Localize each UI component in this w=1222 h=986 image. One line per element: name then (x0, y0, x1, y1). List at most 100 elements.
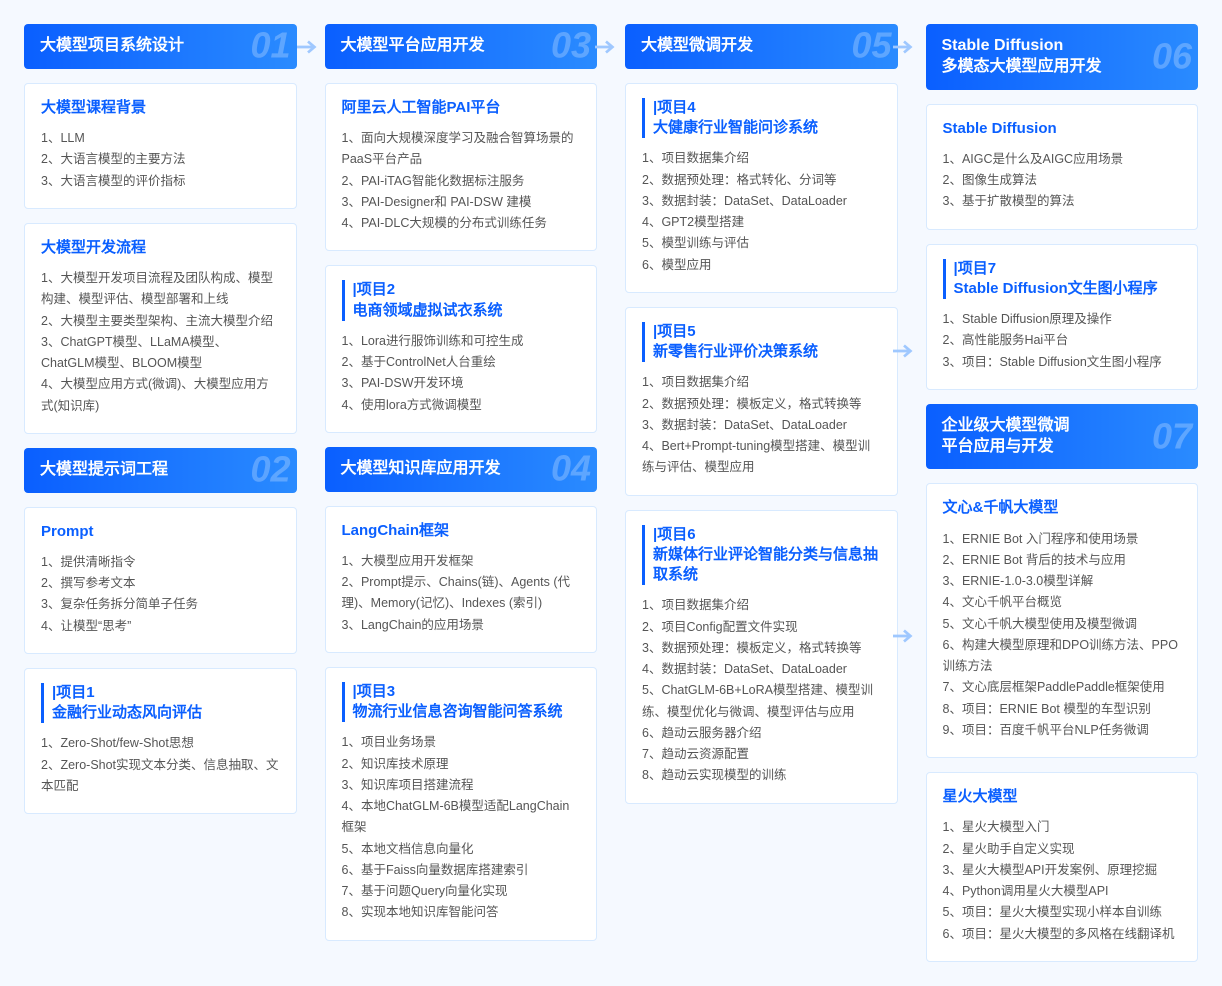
arrow-right-icon (297, 40, 319, 54)
list-item: 5、项目：星火大模型实现小样本自训练 (943, 902, 1182, 923)
list-item: 6、基于Faiss向量数据库搭建索引 (342, 860, 581, 881)
arrow-right-icon (893, 344, 915, 358)
list-item: 3、ChatGPT模型、LLaMA模型、ChatGLM模型、BLOOM模型 (41, 332, 280, 375)
list-item: 1、项目数据集介绍 (642, 595, 881, 616)
list-item: 6、趋动云服务器介绍 (642, 723, 881, 744)
list-item: 2、PAI-iTAG智能化数据标注服务 (342, 171, 581, 192)
list-item: 1、星火大模型入门 (943, 817, 1182, 838)
list-item: 1、项目数据集介绍 (642, 372, 881, 393)
list-item: 2、大语言模型的主要方法 (41, 149, 280, 170)
stage-header-03: 大模型平台应用开发 03 (325, 24, 598, 69)
list-item: 4、本地ChatGLM-6B模型适配LangChain框架 (342, 796, 581, 839)
arrow-right-icon (893, 40, 915, 54)
list-item: 5、模型训练与评估 (642, 233, 881, 254)
card-c04b: |项目3物流行业信息咨询智能问答系统 1、项目业务场景2、知识库技术原理3、知识… (325, 667, 598, 941)
list-item: 2、Prompt提示、Chains(链)、Agents (代理)、Memory(… (342, 572, 581, 615)
card-title: Prompt (41, 522, 280, 542)
list-item: 3、ERNIE-1.0-3.0模型详解 (943, 571, 1182, 592)
list-item: 3、星火大模型API开发案例、原理挖掘 (943, 860, 1182, 881)
card-list: 1、项目数据集介绍2、数据预处理：模板定义，格式转换等3、数据封装：DataSe… (642, 372, 881, 478)
list-item: 9、项目：百度千帆平台NLP任务微调 (943, 720, 1182, 741)
stage-number: 02 (250, 448, 290, 493)
list-item: 1、大模型开发项目流程及团队构成、模型构建、模型评估、模型部署和上线 (41, 268, 280, 311)
list-item: 3、复杂任务拆分简单子任务 (41, 594, 280, 615)
list-item: 4、Bert+Prompt-tuning模型搭建、模型训练与评估、模型应用 (642, 436, 881, 479)
list-item: 8、实现本地知识库智能问答 (342, 902, 581, 923)
list-item: 2、项目Config配置文件实现 (642, 617, 881, 638)
stage-number: 06 (1152, 33, 1192, 80)
arrow-right-icon (893, 629, 915, 643)
card-c01b: 大模型开发流程 1、大模型开发项目流程及团队构成、模型构建、模型评估、模型部署和… (24, 223, 297, 434)
list-item: 2、大模型主要类型架构、主流大模型介绍 (41, 311, 280, 332)
list-item: 2、图像生成算法 (943, 170, 1182, 191)
list-item: 4、大模型应用方式(微调)、大模型应用方式(知识库) (41, 374, 280, 417)
list-item: 1、大模型应用开发框架 (342, 551, 581, 572)
list-item: 7、基于问题Query向量化实现 (342, 881, 581, 902)
list-item: 4、PAI-DLC大规模的分布式训练任务 (342, 213, 581, 234)
list-item: 4、Python调用星火大模型API (943, 881, 1182, 902)
list-item: 3、数据预处理：模板定义，格式转换等 (642, 638, 881, 659)
stage-number: 05 (851, 24, 891, 69)
list-item: 1、AIGC是什么及AIGC应用场景 (943, 149, 1182, 170)
card-title: 阿里云人工智能PAI平台 (342, 98, 581, 118)
stage-title: 大模型平台应用开发 (341, 37, 485, 54)
list-item: 2、数据预处理：模板定义，格式转换等 (642, 394, 881, 415)
list-item: 3、知识库项目搭建流程 (342, 775, 581, 796)
card-list: 1、项目数据集介绍2、项目Config配置文件实现3、数据预处理：模板定义，格式… (642, 595, 881, 786)
card-list: 1、大模型开发项目流程及团队构成、模型构建、模型评估、模型部署和上线2、大模型主… (41, 268, 280, 417)
list-item: 4、使用lora方式微调模型 (342, 395, 581, 416)
stage-header-01: 大模型项目系统设计 01 (24, 24, 297, 69)
stage-title: Stable Diffusion多模态大模型应用开发 (942, 37, 1102, 75)
list-item: 2、数据预处理：格式转化、分词等 (642, 170, 881, 191)
card-title: |项目1金融行业动态风向评估 (41, 683, 280, 724)
list-item: 3、LangChain的应用场景 (342, 615, 581, 636)
column-2: 大模型平台应用开发 03 阿里云人工智能PAI平台 1、面向大规模深度学习及融合… (325, 24, 598, 962)
list-item: 7、趋动云资源配置 (642, 744, 881, 765)
stage-title: 大模型项目系统设计 (40, 37, 184, 54)
list-item: 3、项目：Stable Diffusion文生图小程序 (943, 352, 1182, 373)
list-item: 6、构建大模型原理和DPO训练方法、PPO训练方法 (943, 635, 1182, 678)
card-c07a: 文心&千帆大模型 1、ERNIE Bot 入门程序和使用场景2、ERNIE Bo… (926, 483, 1199, 758)
card-list: 1、面向大规模深度学习及融合智算场景的PaaS平台产品2、PAI-iTAG智能化… (342, 128, 581, 234)
card-title: |项目2电商领域虚拟试衣系统 (342, 280, 581, 321)
card-title: |项目4大健康行业智能问诊系统 (642, 98, 881, 139)
list-item: 2、知识库技术原理 (342, 754, 581, 775)
card-list: 1、Stable Diffusion原理及操作2、高性能服务Hai平台3、项目：… (943, 309, 1182, 373)
column-3: 大模型微调开发 05 |项目4大健康行业智能问诊系统 1、项目数据集介绍2、数据… (625, 24, 898, 962)
stage-header-02: 大模型提示词工程 02 (24, 448, 297, 493)
list-item: 6、模型应用 (642, 255, 881, 276)
column-4: Stable Diffusion多模态大模型应用开发 06 Stable Dif… (926, 24, 1199, 962)
card-c02b: |项目1金融行业动态风向评估 1、Zero-Shot/few-Shot思想2、Z… (24, 668, 297, 814)
list-item: 5、ChatGLM-6B+LoRA模型搭建、模型训练、模型优化与微调、模型评估与… (642, 680, 881, 723)
list-item: 1、LLM (41, 128, 280, 149)
list-item: 1、ERNIE Bot 入门程序和使用场景 (943, 529, 1182, 550)
list-item: 4、让模型“思考” (41, 616, 280, 637)
card-list: 1、AIGC是什么及AIGC应用场景2、图像生成算法3、基于扩散模型的算法 (943, 149, 1182, 213)
stage-header-05: 大模型微调开发 05 (625, 24, 898, 69)
card-title: Stable Diffusion (943, 119, 1182, 139)
list-item: 1、Lora进行服饰训练和可控生成 (342, 331, 581, 352)
list-item: 5、本地文档信息向量化 (342, 839, 581, 860)
list-item: 4、文心千帆平台概览 (943, 592, 1182, 613)
list-item: 3、数据封装：DataSet、DataLoader (642, 415, 881, 436)
card-list: 1、ERNIE Bot 入门程序和使用场景2、ERNIE Bot 背后的技术与应… (943, 529, 1182, 742)
list-item: 1、面向大规模深度学习及融合智算场景的PaaS平台产品 (342, 128, 581, 171)
stage-title: 大模型知识库应用开发 (341, 460, 501, 477)
list-item: 2、ERNIE Bot 背后的技术与应用 (943, 550, 1182, 571)
stage-header-04: 大模型知识库应用开发 04 (325, 447, 598, 492)
card-c03b: |项目2电商领域虚拟试衣系统 1、Lora进行服饰训练和可控生成2、基于Cont… (325, 265, 598, 433)
card-c05b: |项目5新零售行业评价决策系统 1、项目数据集介绍2、数据预处理：模板定义，格式… (625, 307, 898, 496)
stage-number: 07 (1152, 413, 1192, 460)
card-c06b: |项目7Stable Diffusion文生图小程序 1、Stable Diff… (926, 244, 1199, 390)
card-c05c: |项目6新媒体行业评论智能分类与信息抽取系统 1、项目数据集介绍2、项目Conf… (625, 510, 898, 804)
list-item: 1、Stable Diffusion原理及操作 (943, 309, 1182, 330)
card-c07b: 星火大模型 1、星火大模型入门2、星火助手自定义实现3、星火大模型API开发案例… (926, 772, 1199, 962)
list-item: 4、数据封装：DataSet、DataLoader (642, 659, 881, 680)
list-item: 1、项目业务场景 (342, 732, 581, 753)
list-item: 3、基于扩散模型的算法 (943, 191, 1182, 212)
list-item: 3、数据封装：DataSet、DataLoader (642, 191, 881, 212)
stage-title: 企业级大模型微调平台应用与开发 (942, 417, 1070, 455)
card-c03a: 阿里云人工智能PAI平台 1、面向大规模深度学习及融合智算场景的PaaS平台产品… (325, 83, 598, 252)
card-c02a: Prompt 1、提供清晰指令2、撰写参考文本3、复杂任务拆分简单子任务4、让模… (24, 507, 297, 654)
card-title: 文心&千帆大模型 (943, 498, 1182, 518)
